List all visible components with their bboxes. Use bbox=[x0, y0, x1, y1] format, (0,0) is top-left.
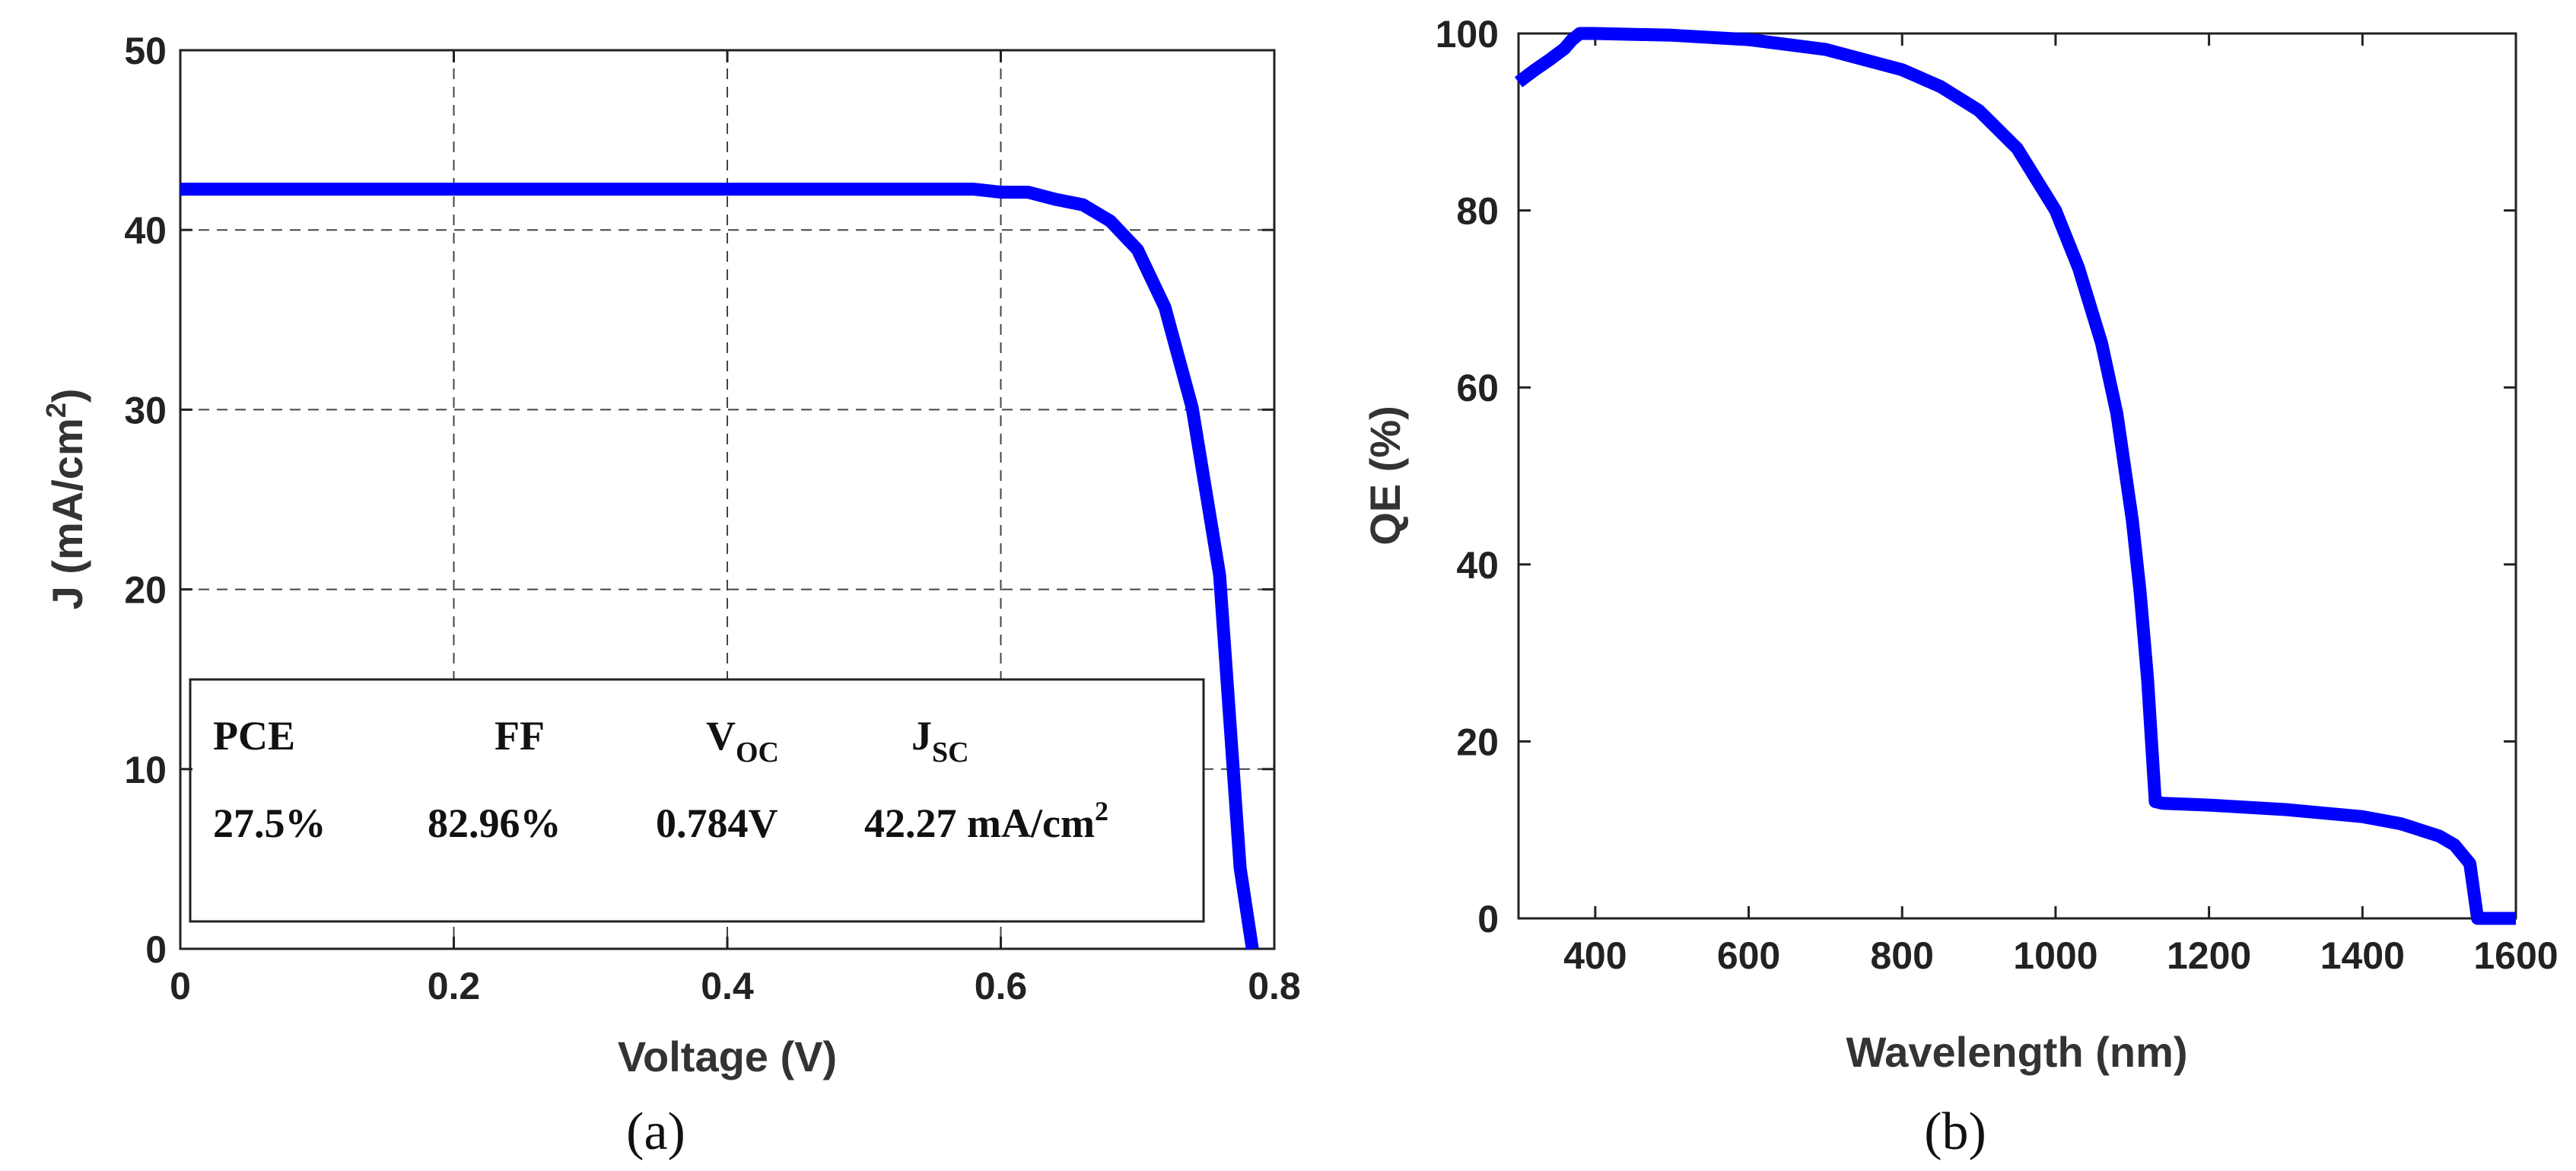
legend-box bbox=[189, 678, 1205, 923]
panel-a-y-axis-title-sup: 2 bbox=[40, 403, 72, 418]
panel-a-y-axis-title-main: J (mA/cm bbox=[43, 418, 91, 609]
y-tick-label: 100 bbox=[1436, 13, 1499, 56]
panel-b-x-axis-title: Wavelength (nm) bbox=[1846, 1028, 2187, 1076]
legend-value-jsc: 42.27 mA/cm2 bbox=[864, 796, 1108, 846]
panel-b-plot-area bbox=[1517, 32, 2517, 920]
legend-header-voc-main: V bbox=[706, 713, 736, 759]
legend-value-jsc-sup: 2 bbox=[1095, 796, 1108, 826]
panel-a-ticks: 0 0.2 0.4 0.6 0.8 0 10 20 30 40 50 bbox=[124, 30, 1300, 1007]
legend-value-ff: 82.96% bbox=[428, 800, 561, 846]
y-tick-label: 0 bbox=[1477, 898, 1499, 940]
panel-b-series bbox=[1514, 27, 2516, 925]
legend-value-pce: 27.5% bbox=[213, 800, 326, 846]
panel-b-label: (b) bbox=[1924, 1103, 1986, 1161]
y-tick-label: 0 bbox=[145, 928, 167, 971]
legend-header-jsc-sub: SC bbox=[932, 737, 969, 768]
legend-value-jsc-main: 42.27 mA/cm bbox=[864, 800, 1095, 846]
y-tick-label: 20 bbox=[1456, 721, 1499, 763]
panel-a-y-axis-title-tail: ) bbox=[43, 389, 91, 403]
y-tick-label: 50 bbox=[124, 30, 167, 72]
legend-header-pce: PCE bbox=[213, 713, 295, 759]
panel-a-legend: PCE FF VOC JSC 27.5% 82.96% 0.784V 42.27… bbox=[189, 678, 1205, 923]
x-tick-label: 1000 bbox=[2013, 934, 2097, 977]
panel-b-chart: 400 600 800 1000 1200 1400 1600 0 20 40 60 80 100 Wa… bbox=[1361, 13, 2559, 1161]
legend-value-voc: 0.784V bbox=[656, 800, 778, 846]
x-tick-label: 600 bbox=[1717, 934, 1780, 977]
legend-header-ff: FF bbox=[495, 713, 545, 759]
y-tick-label: 20 bbox=[124, 569, 167, 612]
x-tick-label: 400 bbox=[1563, 934, 1627, 977]
x-tick-label: 1600 bbox=[2473, 934, 2558, 977]
x-tick-label: 1400 bbox=[2320, 934, 2405, 977]
legend-header-voc-sub: OC bbox=[736, 737, 779, 768]
x-tick-label: 0.6 bbox=[975, 965, 1028, 1007]
y-tick-label: 60 bbox=[1456, 367, 1499, 409]
panel-a-x-axis-title: Voltage (V) bbox=[618, 1033, 837, 1080]
x-tick-label: 0.4 bbox=[701, 965, 754, 1007]
legend-header-jsc: JSC bbox=[911, 713, 969, 768]
x-tick-label: 1200 bbox=[2167, 934, 2251, 977]
panel-a-series bbox=[180, 183, 1259, 950]
legend-header-jsc-main: J bbox=[911, 713, 932, 759]
panel-b-ticks: 400 600 800 1000 1200 1400 1600 0 20 40 60 80 100 bbox=[1436, 13, 2559, 977]
series-line bbox=[1514, 27, 2516, 925]
panel-b-y-axis-title: QE (%) bbox=[1361, 406, 1409, 546]
panel-a-label: (a) bbox=[626, 1103, 685, 1161]
legend-header-voc: VOC bbox=[706, 713, 779, 768]
panel-a-y-axis-title: J (mA/cm2) bbox=[40, 389, 91, 610]
x-tick-label: 0.2 bbox=[428, 965, 481, 1007]
series-line bbox=[180, 183, 1259, 950]
y-tick-label: 40 bbox=[1456, 544, 1499, 587]
x-tick-label: 0 bbox=[170, 965, 191, 1007]
x-tick-label: 0.8 bbox=[1248, 965, 1301, 1007]
y-tick-label: 80 bbox=[1456, 190, 1499, 233]
panel-a-chart: PCE FF VOC JSC 27.5% 82.96% 0.784V 42.27… bbox=[40, 30, 1301, 1161]
y-tick-label: 40 bbox=[124, 209, 167, 252]
y-tick-label: 30 bbox=[124, 389, 167, 431]
y-tick-label: 10 bbox=[124, 749, 167, 791]
x-tick-label: 800 bbox=[1871, 934, 1934, 977]
